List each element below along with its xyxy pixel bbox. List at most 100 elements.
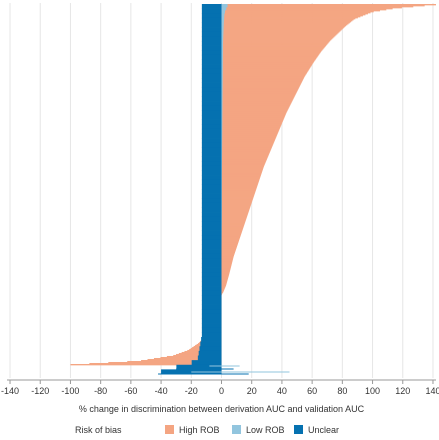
bar [221, 275, 229, 278]
bar [221, 28, 343, 30]
bar [221, 274, 229, 277]
bar [201, 31, 222, 37]
bar [201, 170, 222, 176]
bar [221, 58, 317, 60]
bar [221, 115, 286, 117]
bar [221, 224, 245, 226]
bar [221, 151, 270, 153]
bar [221, 243, 238, 246]
bar [221, 157, 268, 159]
bar [221, 29, 342, 31]
bar [221, 79, 223, 84]
bar [221, 146, 273, 148]
bar [221, 183, 258, 185]
bar [201, 276, 222, 282]
bar [221, 207, 250, 209]
bar [221, 91, 223, 96]
bar [221, 85, 300, 87]
x-tick-label: 40 [277, 386, 287, 396]
bar [221, 107, 223, 111]
bar [201, 54, 222, 60]
bar [221, 276, 229, 279]
bar [221, 40, 331, 42]
bar [221, 22, 224, 26]
legend-item[interactable]: High ROB [165, 425, 220, 435]
bar [221, 246, 237, 249]
bar [221, 262, 232, 265]
bar [221, 284, 227, 287]
bar [221, 188, 257, 190]
bar [221, 241, 239, 244]
bar [221, 138, 276, 140]
bar [221, 67, 311, 69]
legend-label: High ROB [179, 425, 220, 435]
bar [221, 24, 348, 26]
bar [221, 163, 265, 165]
bar [221, 4, 436, 6]
legend-item[interactable]: Low ROB [232, 425, 285, 435]
x-tick-label: 120 [395, 386, 410, 396]
bar [221, 287, 225, 290]
legend[interactable]: Risk of bias High ROB Low ROB Unclear [75, 425, 339, 435]
bar [221, 65, 312, 67]
bar [221, 223, 245, 225]
bar [221, 210, 249, 212]
bar [221, 239, 240, 242]
bar [201, 91, 222, 97]
bar [221, 13, 368, 15]
bar [221, 216, 247, 218]
bar [221, 100, 293, 102]
bar [221, 46, 223, 50]
bar [201, 96, 222, 102]
bar [201, 332, 222, 338]
bar [221, 32, 339, 34]
bar [201, 281, 222, 287]
bar [221, 14, 366, 16]
bar [221, 7, 402, 9]
bar [221, 125, 223, 129]
bar [221, 40, 224, 44]
bar [201, 68, 222, 74]
bar [221, 90, 298, 92]
x-tick-label: 80 [337, 386, 347, 396]
bar [221, 234, 241, 236]
bar [221, 88, 299, 90]
bar [201, 184, 222, 190]
bar [221, 36, 335, 38]
legend-item[interactable]: Unclear [294, 425, 339, 435]
bar [199, 346, 222, 352]
bar [221, 226, 244, 228]
bar [221, 92, 297, 94]
bar [221, 146, 223, 150]
bar [221, 10, 381, 12]
bar [221, 57, 317, 59]
bar [221, 49, 323, 51]
legend-swatch [165, 425, 174, 434]
bar [108, 361, 222, 364]
bar [70, 363, 222, 366]
bar [201, 226, 222, 231]
bar [221, 119, 284, 121]
bar [221, 237, 240, 239]
bar [221, 127, 281, 129]
bar [221, 38, 333, 40]
bar [221, 153, 270, 155]
bar [221, 220, 246, 222]
bar [221, 182, 259, 184]
bar [221, 209, 250, 211]
bar [221, 242, 239, 245]
bar [221, 219, 246, 221]
bar [221, 236, 241, 238]
bar [221, 121, 283, 123]
bar [221, 217, 247, 219]
bar [221, 85, 223, 90]
bar [221, 82, 302, 84]
bar [221, 122, 223, 126]
bar [201, 212, 222, 218]
bar [201, 41, 222, 46]
legend-label: Low ROB [246, 425, 285, 435]
bar [201, 8, 222, 14]
bar [221, 13, 225, 17]
bar [201, 235, 222, 241]
